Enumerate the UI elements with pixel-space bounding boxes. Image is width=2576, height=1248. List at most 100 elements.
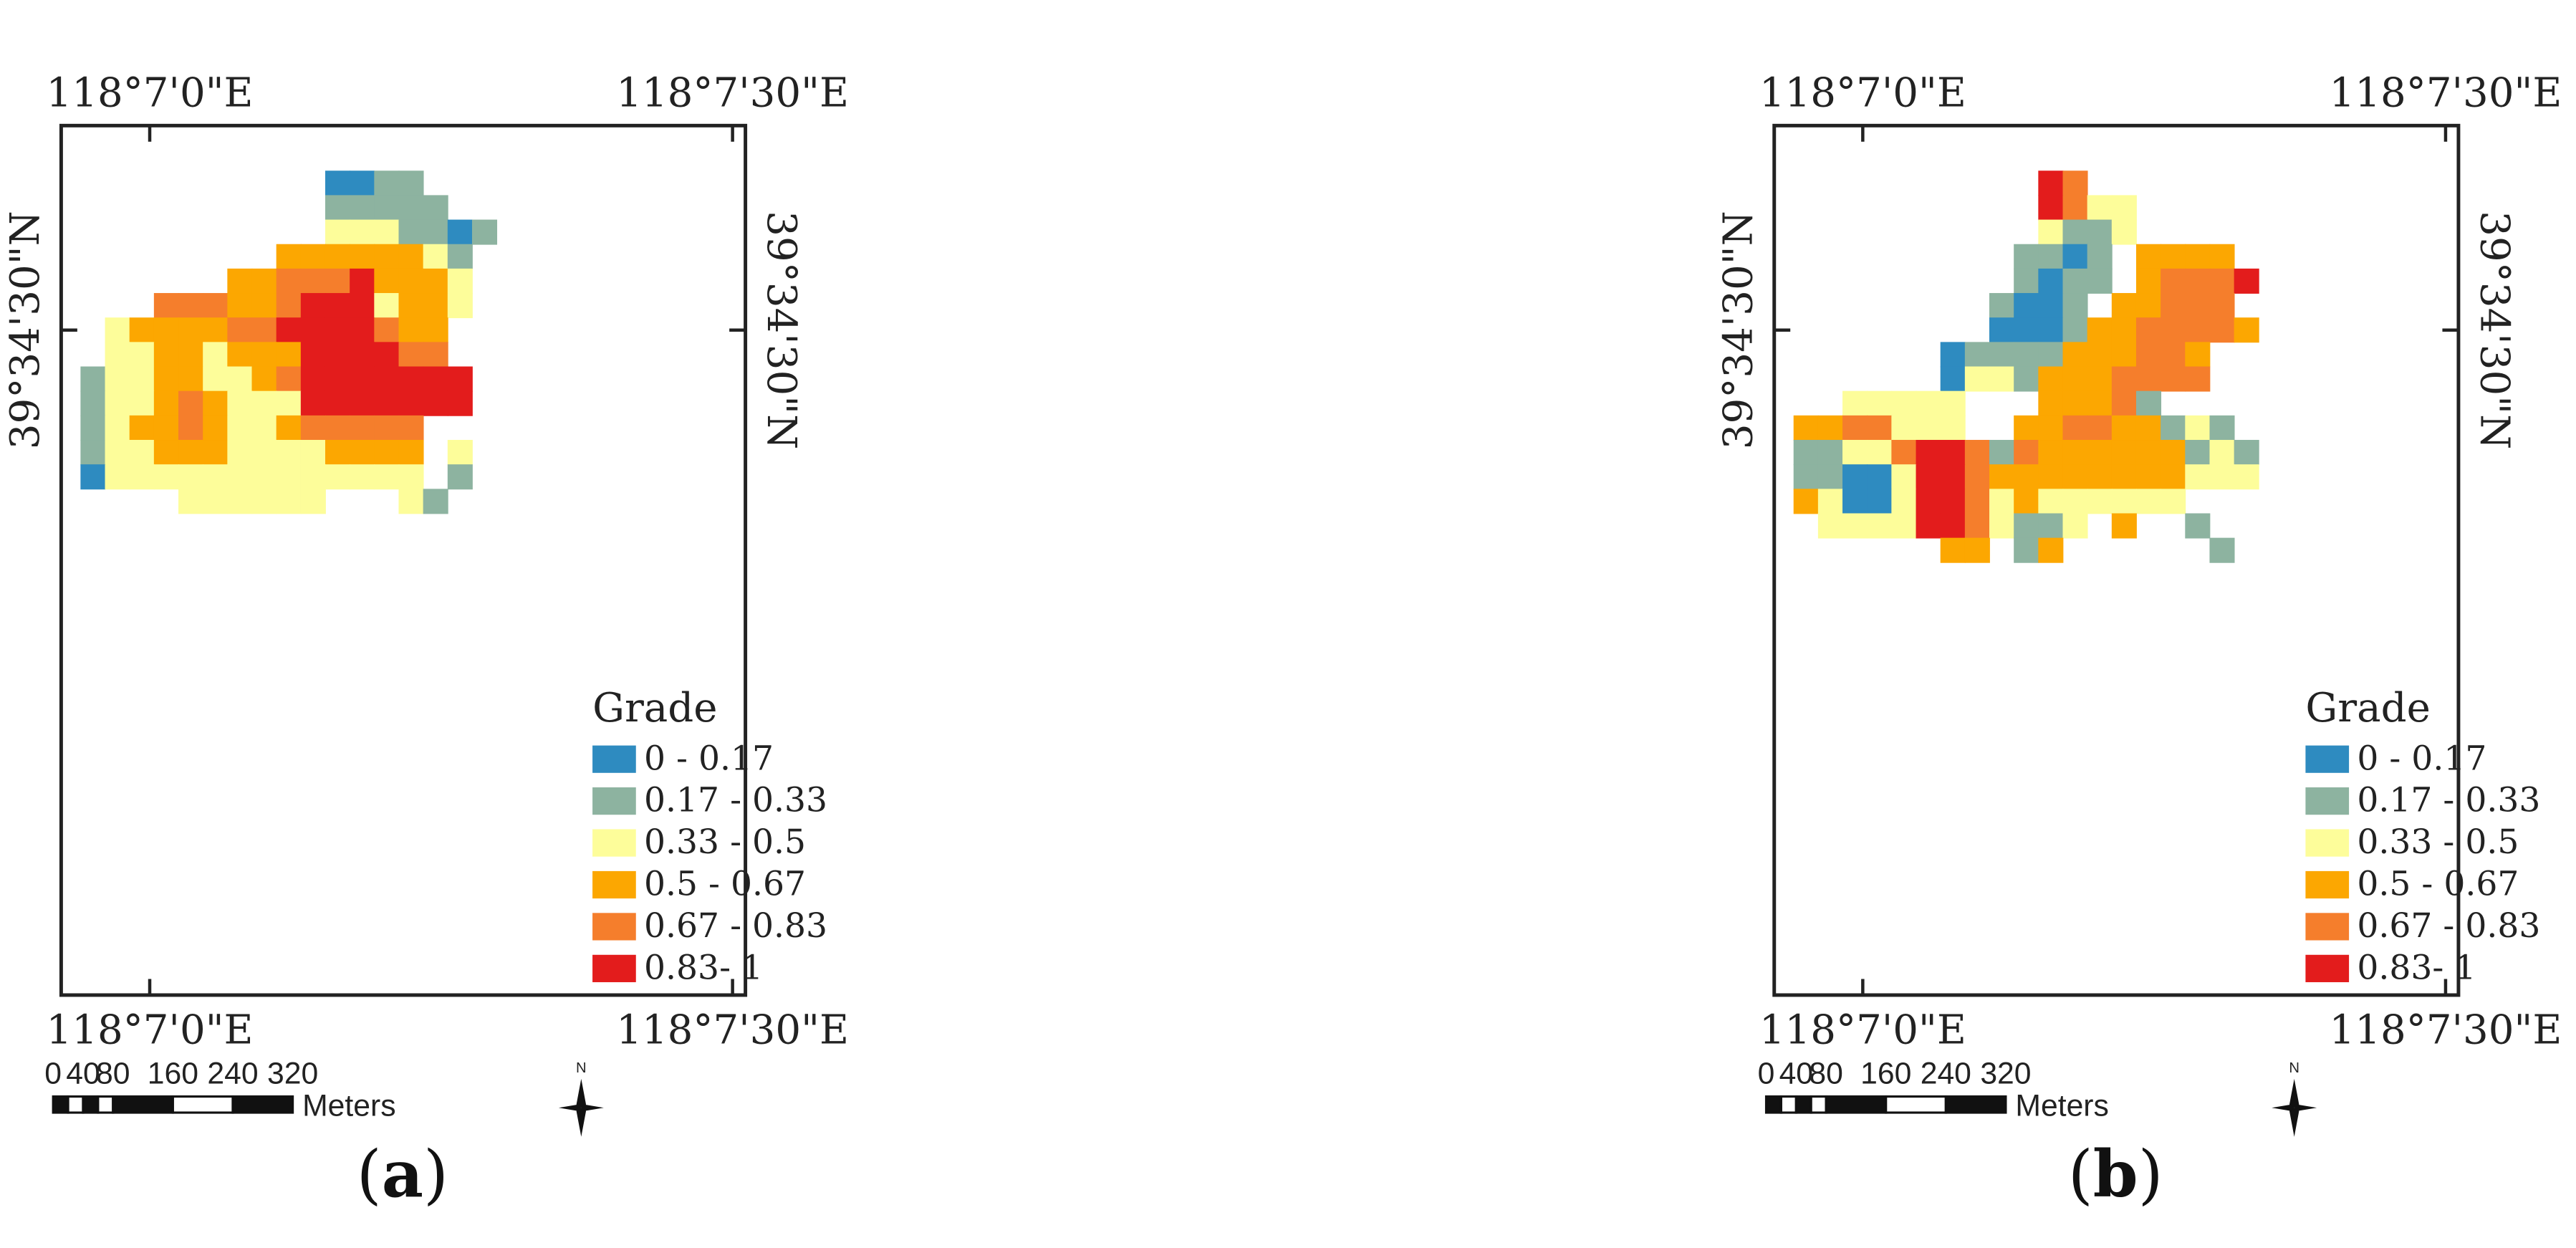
grade-cell — [2087, 415, 2113, 441]
grade-cell — [2135, 317, 2162, 343]
grade-cell — [398, 415, 424, 441]
grade-cell — [2161, 268, 2186, 294]
grade-cell — [2135, 489, 2162, 514]
grade-cell — [447, 464, 473, 490]
grade-cell — [276, 464, 302, 490]
grade-cell — [1989, 342, 2015, 368]
caption-paren: ( — [357, 1138, 382, 1212]
grade-cell — [227, 366, 253, 392]
latitude-label-left: 39°34'30"N — [1715, 211, 1762, 449]
scale-bar-segment — [1810, 1095, 1827, 1114]
grade-cell — [2135, 464, 2162, 490]
grade-cell — [2014, 366, 2039, 392]
grade-cell — [325, 390, 351, 416]
grade-cell — [276, 317, 302, 343]
grade-cell — [2087, 317, 2113, 343]
grade-cell — [1793, 489, 1819, 514]
grade-cell — [2038, 171, 2064, 196]
grade-cell — [251, 366, 277, 392]
grade-cell — [129, 317, 155, 343]
grade-cell — [2014, 317, 2039, 343]
grade-cell — [423, 342, 448, 368]
scale-tick-label: 240 — [207, 1057, 258, 1091]
grade-cell — [423, 219, 448, 245]
grade-cell — [423, 244, 448, 269]
grade-cell — [1817, 464, 1843, 490]
grade-cell — [178, 293, 204, 319]
grade-cell — [2087, 366, 2113, 392]
grade-cell — [227, 317, 253, 343]
scale-tick-label: 240 — [1921, 1057, 1971, 1091]
grade-cell — [276, 293, 302, 319]
legend-swatch — [2305, 913, 2350, 941]
grade-cell — [1940, 390, 1966, 416]
grade-cell — [2062, 440, 2088, 466]
north-arrow-needle — [2272, 1104, 2294, 1111]
grade-cell — [203, 293, 229, 319]
grade-cell — [2038, 268, 2064, 294]
panel-caption: (a) — [357, 1137, 448, 1212]
grade-cell — [447, 268, 473, 294]
grade-cell — [1817, 440, 1843, 466]
grade-cell — [2038, 342, 2064, 368]
grade-cell — [350, 415, 375, 441]
grade-cell — [1793, 415, 1819, 441]
grade-cell — [1891, 464, 1917, 490]
grade-cell — [227, 440, 253, 466]
grade-cell — [374, 293, 400, 319]
grade-cell — [374, 317, 400, 343]
grade-cell — [2135, 244, 2162, 269]
grade-cell — [276, 366, 302, 392]
grade-cell — [178, 342, 204, 368]
grade-cell — [300, 244, 326, 269]
grade-cell — [350, 464, 375, 490]
grade-cell — [1940, 342, 1966, 368]
grade-cell — [129, 440, 155, 466]
grade-cell — [153, 293, 179, 319]
grade-cell — [2062, 342, 2088, 368]
scale-bar-segment — [1779, 1095, 1797, 1114]
grade-cell — [2062, 317, 2088, 343]
grade-cell — [178, 317, 204, 343]
grade-cell — [398, 366, 424, 392]
grade-cell — [2087, 390, 2113, 416]
grade-cell — [1916, 415, 1941, 441]
grade-cell — [2062, 244, 2088, 269]
grade-cell — [398, 390, 424, 416]
legend-swatch — [592, 745, 636, 773]
grade-cell — [325, 440, 351, 466]
grade-cell — [423, 317, 448, 343]
legend-swatch — [592, 829, 636, 857]
scale-bar-segment — [1944, 1095, 2007, 1114]
grade-cell — [276, 440, 302, 466]
grade-cell — [105, 440, 130, 466]
grade-cell — [1989, 513, 2015, 539]
grade-cell — [2111, 195, 2137, 221]
grade-cell — [153, 390, 179, 416]
grade-cell — [2111, 513, 2137, 539]
grade-cell — [178, 489, 204, 514]
grade-cell — [2111, 293, 2137, 319]
grade-cell — [2014, 293, 2039, 319]
grade-cell — [2062, 390, 2088, 416]
grade-cell — [2038, 440, 2064, 466]
grade-cell — [374, 366, 400, 392]
legend-label: 0.33 - 0.5 — [2357, 822, 2519, 862]
grade-cell — [2161, 244, 2186, 269]
grade-cell — [374, 464, 400, 490]
grade-cell — [447, 390, 473, 416]
grade-cell — [300, 293, 326, 319]
grade-cell — [2014, 415, 2039, 441]
grade-cell — [350, 390, 375, 416]
grade-cell — [1793, 464, 1819, 490]
grade-cell — [300, 342, 326, 368]
grade-cell — [2087, 440, 2113, 466]
grade-cell — [251, 415, 277, 441]
grade-cell — [300, 464, 326, 490]
grade-cell — [1964, 366, 1990, 392]
grade-cell — [1940, 537, 1966, 563]
grade-cell — [2087, 268, 2113, 294]
grade-cell — [105, 317, 130, 343]
grade-cell — [2111, 317, 2137, 343]
